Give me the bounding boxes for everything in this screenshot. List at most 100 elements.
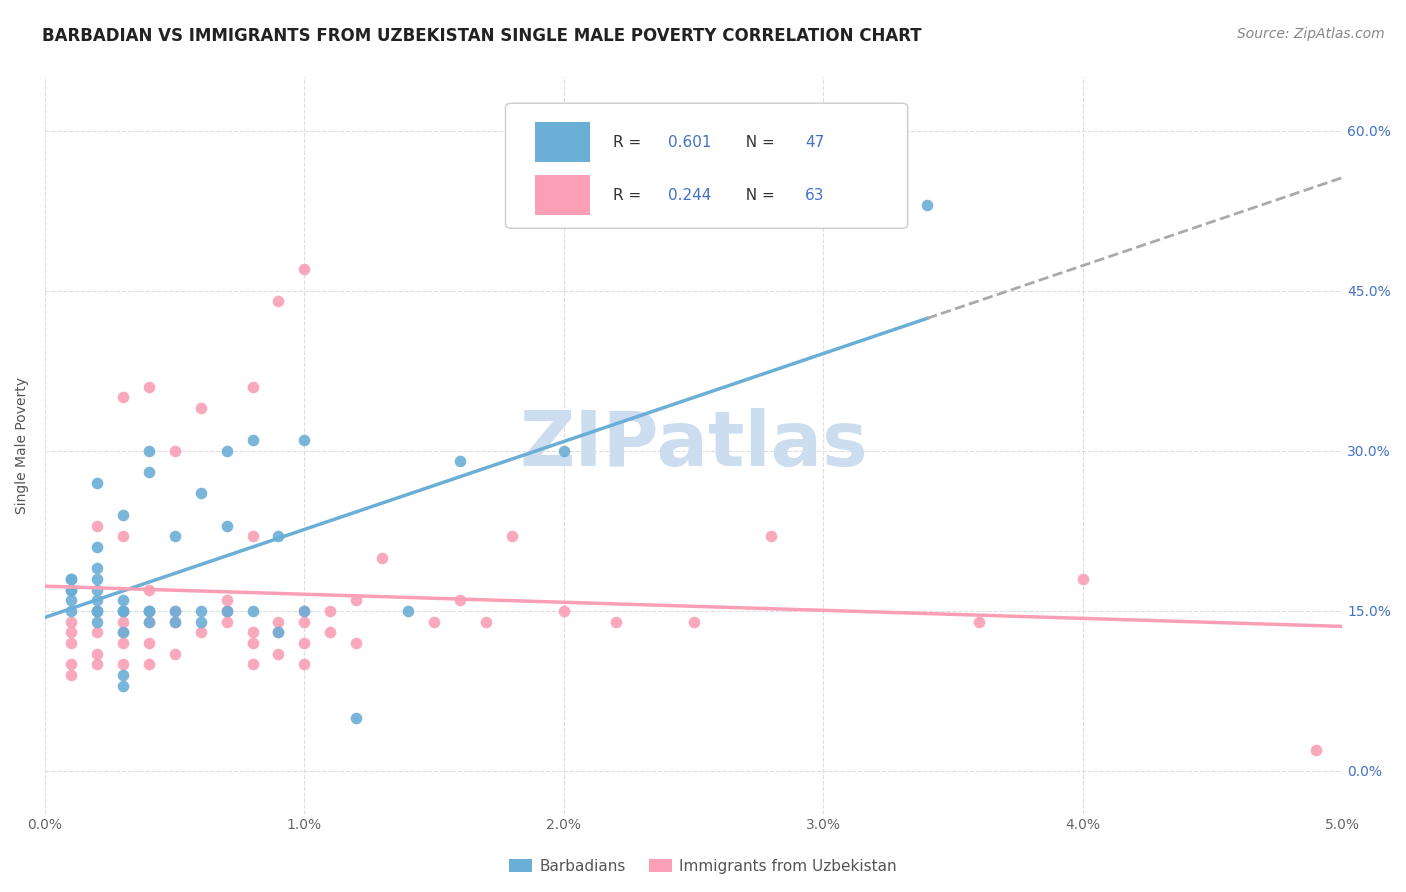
Y-axis label: Single Male Poverty: Single Male Poverty <box>15 377 30 514</box>
Point <box>163 604 186 618</box>
Point <box>111 604 134 618</box>
Point <box>294 262 316 277</box>
Point <box>605 615 627 629</box>
Point <box>59 604 82 618</box>
Point <box>215 604 238 618</box>
Point <box>111 604 134 618</box>
Point <box>59 657 82 672</box>
Legend: Barbadians, Immigrants from Uzbekistan: Barbadians, Immigrants from Uzbekistan <box>503 853 903 880</box>
Point <box>138 380 160 394</box>
Point <box>501 529 523 543</box>
Point <box>86 615 108 629</box>
Point <box>242 657 264 672</box>
Point <box>294 604 316 618</box>
Text: 0.244: 0.244 <box>668 187 711 202</box>
Point <box>86 540 108 554</box>
Point <box>294 604 316 618</box>
Point <box>86 604 108 618</box>
Point <box>294 433 316 447</box>
Point <box>267 625 290 640</box>
Text: BARBADIAN VS IMMIGRANTS FROM UZBEKISTAN SINGLE MALE POVERTY CORRELATION CHART: BARBADIAN VS IMMIGRANTS FROM UZBEKISTAN … <box>42 27 922 45</box>
Point <box>138 443 160 458</box>
Point <box>111 391 134 405</box>
Point <box>682 615 704 629</box>
Point <box>449 454 471 468</box>
Point <box>86 572 108 586</box>
Point <box>267 625 290 640</box>
Text: ZIPatlas: ZIPatlas <box>519 409 868 483</box>
Point <box>59 582 82 597</box>
Point <box>242 380 264 394</box>
Point <box>86 647 108 661</box>
Point <box>111 636 134 650</box>
Point <box>111 668 134 682</box>
Point <box>59 668 82 682</box>
Point <box>319 625 342 640</box>
Point <box>294 615 316 629</box>
Point <box>215 443 238 458</box>
Point <box>86 604 108 618</box>
Point <box>190 486 212 500</box>
Text: R =: R = <box>613 135 647 150</box>
Text: 47: 47 <box>806 135 824 150</box>
Point <box>267 529 290 543</box>
Point <box>138 604 160 618</box>
Point <box>86 604 108 618</box>
Point <box>111 529 134 543</box>
Point <box>59 572 82 586</box>
Point <box>761 529 783 543</box>
Point <box>86 561 108 575</box>
Point <box>111 625 134 640</box>
Point <box>59 572 82 586</box>
Point <box>1305 742 1327 756</box>
Point <box>294 657 316 672</box>
Point <box>86 518 108 533</box>
FancyBboxPatch shape <box>536 122 591 162</box>
Point <box>138 604 160 618</box>
Point <box>59 625 82 640</box>
Point <box>475 615 498 629</box>
Point <box>371 550 394 565</box>
Point <box>86 657 108 672</box>
Point <box>215 604 238 618</box>
Text: R =: R = <box>613 187 647 202</box>
Text: N =: N = <box>737 135 780 150</box>
Point <box>59 615 82 629</box>
Point <box>190 615 212 629</box>
Point <box>242 636 264 650</box>
Point <box>163 615 186 629</box>
Point <box>138 636 160 650</box>
Point <box>111 508 134 522</box>
Point <box>111 615 134 629</box>
Point <box>267 615 290 629</box>
Point <box>138 615 160 629</box>
Point <box>111 593 134 607</box>
Point <box>242 529 264 543</box>
Point <box>138 615 160 629</box>
Point <box>344 593 367 607</box>
Point <box>111 679 134 693</box>
Point <box>111 604 134 618</box>
Point <box>163 647 186 661</box>
Point <box>294 636 316 650</box>
Point <box>215 604 238 618</box>
Point <box>267 294 290 309</box>
Point <box>215 593 238 607</box>
Point <box>553 604 575 618</box>
Point <box>59 582 82 597</box>
Point <box>163 604 186 618</box>
Point <box>111 657 134 672</box>
Text: N =: N = <box>737 187 780 202</box>
Point <box>163 529 186 543</box>
Point <box>967 615 990 629</box>
Point <box>215 518 238 533</box>
Point <box>242 604 264 618</box>
Point <box>242 625 264 640</box>
Point <box>86 582 108 597</box>
Point <box>163 443 186 458</box>
Point <box>163 615 186 629</box>
Point <box>553 443 575 458</box>
Text: Source: ZipAtlas.com: Source: ZipAtlas.com <box>1237 27 1385 41</box>
FancyBboxPatch shape <box>506 103 908 228</box>
Point <box>344 710 367 724</box>
